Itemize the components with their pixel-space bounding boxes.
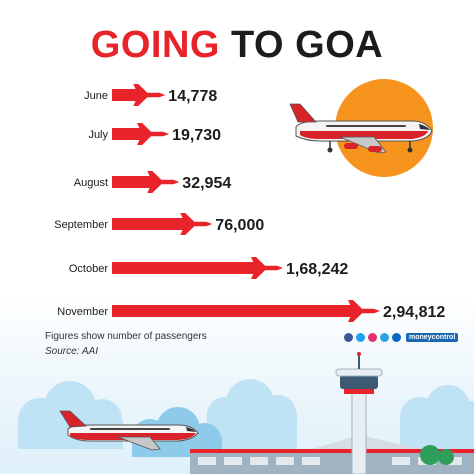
value-label: 32,954: [182, 175, 231, 192]
cloud-icon: [18, 379, 474, 449]
facebook-icon[interactable]: [344, 333, 353, 342]
category-label: June: [84, 90, 108, 102]
value-label: 19,730: [172, 127, 221, 144]
bar: [112, 89, 138, 101]
value-label: 14,778: [168, 88, 217, 105]
bar: [112, 262, 255, 274]
jet-airliner-illustration: [289, 103, 433, 154]
airplane-icon: [145, 171, 180, 193]
airport-scene-illustration: [18, 352, 474, 474]
page-title: GOING TO GOA: [0, 22, 474, 68]
bar: [112, 305, 352, 317]
category-label: September: [54, 219, 108, 231]
airplane-icon: [249, 257, 283, 279]
brand-logo: moneycontrol: [406, 333, 459, 342]
footnote-note: Figures show number of passengers: [45, 331, 207, 342]
title-rest: TO GOA: [231, 24, 384, 66]
title-highlight: GOING: [90, 24, 220, 66]
control-tower-icon: [335, 352, 383, 474]
category-label: July: [88, 129, 108, 141]
small-airplane-icon: [59, 410, 199, 451]
telegram-icon[interactable]: [380, 333, 389, 342]
linkedin-icon[interactable]: [392, 333, 401, 342]
category-label: November: [57, 306, 108, 318]
chart-rows: June 14,778 July 19,730 August 32,954 Septembe…: [54, 84, 445, 322]
bar: [112, 176, 152, 188]
value-label: 1,68,242: [286, 261, 348, 278]
airplane-icon: [135, 123, 170, 145]
bar: [112, 218, 185, 230]
value-label: 76,000: [215, 217, 264, 234]
instagram-icon[interactable]: [368, 333, 377, 342]
bar: [112, 128, 142, 140]
value-label: 2,94,812: [383, 304, 445, 321]
airplane-icon: [346, 300, 380, 322]
airplane-icon: [178, 213, 213, 235]
category-label: October: [69, 263, 108, 275]
category-label: August: [74, 177, 108, 189]
footnote-source: Source: AAI: [45, 346, 98, 357]
social-links: moneycontrol: [344, 333, 459, 342]
twitter-icon[interactable]: [356, 333, 365, 342]
airplane-icon: [131, 84, 166, 106]
